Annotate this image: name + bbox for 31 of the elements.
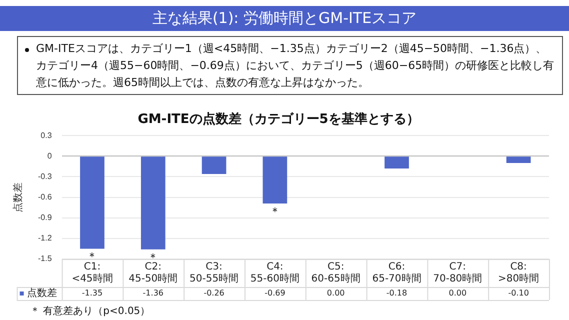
annotation: ＊ xyxy=(86,250,98,264)
x-tick-label: C6: 65-70時間 xyxy=(372,262,422,285)
y-tick-label: -1.2 xyxy=(38,234,52,243)
x-tick-label: C2: 45-50時間 xyxy=(128,262,178,285)
data-label: -0.69 xyxy=(264,288,286,298)
legend-label: 点数差 xyxy=(26,287,57,300)
data-label: 0.00 xyxy=(448,288,467,298)
text: GM-ITEスコアは、カテゴリー1（週<45時間、−1.35点）カテゴリー2（週45−50時間、−1.36点）、カテゴリー4（週55−60時間、−0.69点）において、カテゴリー5（週60−65時間）の研修医と比較し有意に低かった。週65時間以上では、点数の有意な上昇はなかった。 xyxy=(17,36,563,95)
y-axis-title: 点数差 xyxy=(12,182,24,212)
annotation: ＊ xyxy=(269,204,280,218)
y-tick-label: -0.3 xyxy=(38,172,52,181)
y-tick-label: -0.9 xyxy=(38,213,52,222)
data-label: -0.26 xyxy=(204,288,224,298)
y-tick-label: -0.6 xyxy=(38,192,52,202)
data-label: -0.18 xyxy=(386,288,408,298)
x-tick-label: C4: 55-60時間 xyxy=(250,262,300,285)
data-label: -1.36 xyxy=(142,288,164,298)
x-tick-label: C5: 60-65時間 xyxy=(311,262,360,285)
x-tick-label: C8: >80時間 xyxy=(498,262,540,285)
text: ＊ 有意差あり（p<0.05） xyxy=(30,304,150,318)
y-tick-label: -1.5 xyxy=(38,254,52,264)
data-label: -0.10 xyxy=(508,288,529,298)
text: 主な結果(1): 労働時間とGM-ITEスコア xyxy=(0,6,569,31)
data-label: 0.00 xyxy=(326,288,345,298)
x-tick-label: C7: 70-80時間 xyxy=(433,262,482,285)
x-tick-label: C1: <45時間 xyxy=(72,262,113,285)
data-label: -1.35 xyxy=(82,288,103,298)
y-tick-label: 0 xyxy=(47,151,52,160)
x-tick-label: C3: 50-55時間 xyxy=(190,262,239,285)
chart-title: GM-ITEの点数差（カテゴリー5を基準とする） xyxy=(138,111,420,128)
y-tick-label: 0.3 xyxy=(40,130,52,140)
